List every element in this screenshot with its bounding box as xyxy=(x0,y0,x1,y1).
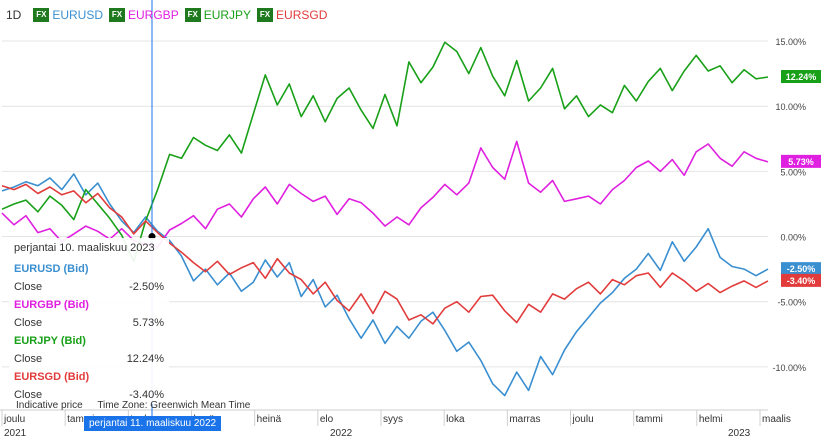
tooltip-date: perjantai 10. maaliskuu 2023 xyxy=(14,242,155,254)
x-tick-label: maalis xyxy=(762,414,791,425)
close-value: -3.40% xyxy=(129,389,164,401)
series-line-eurgbp xyxy=(1,140,769,248)
close-label: Close xyxy=(14,353,43,365)
fx-icon: FX xyxy=(109,8,126,22)
tooltip-row: Close -2.50% xyxy=(9,278,169,296)
legend-label: EURUSD xyxy=(52,8,104,22)
fx-icon: FX xyxy=(33,8,50,22)
tooltip-series: EURSGD (Bid) xyxy=(14,371,90,383)
series-lines xyxy=(1,41,769,397)
y-tick-label: 0.00% xyxy=(780,233,806,243)
x-tick-label: loka xyxy=(446,414,465,425)
y-tick-label: 10.00% xyxy=(775,102,806,112)
close-label: Close xyxy=(14,389,43,401)
close-label: Close xyxy=(14,317,43,329)
series-line-eurjpy xyxy=(1,41,769,263)
y-tick-label: 15.00% xyxy=(775,37,806,47)
fx-icon: FX xyxy=(257,8,274,22)
footnote: Indicative price Time Zone: Greenwich Me… xyxy=(16,400,262,411)
end-label-bg xyxy=(781,262,821,276)
x-tick-label: tammi xyxy=(67,414,94,425)
legend-item-eurusd[interactable]: FX EURUSD xyxy=(33,8,103,22)
close-value: -2.50% xyxy=(129,281,164,293)
tooltip-row: Close 12.24% xyxy=(9,350,169,368)
end-label-bg xyxy=(781,70,821,84)
x-tick-label: helmi xyxy=(699,414,723,425)
tooltip-series: EURUSD (Bid) xyxy=(14,263,89,275)
end-label-bg xyxy=(781,154,821,168)
legend-label: EURGBP xyxy=(128,8,179,22)
end-label-text: 5.73% xyxy=(788,157,814,167)
x-tick-label: joulu xyxy=(572,414,594,425)
x-tick-label: tammi xyxy=(636,414,663,425)
close-value: 5.73% xyxy=(132,317,164,329)
x-tick-label: marras xyxy=(509,414,540,425)
tooltip-series: EURGBP (Bid) xyxy=(14,299,89,311)
close-label: Close xyxy=(14,281,43,293)
y-axis: 15.00% 10.00% 5.00% 0.00% -5.00% -10.00% xyxy=(772,37,806,373)
close-value: 12.24% xyxy=(126,353,164,365)
x-tick-label: joulu xyxy=(3,414,25,425)
end-label-eurjpy: 12.24% xyxy=(781,70,821,84)
timezone-note: Time Zone: Greenwich Mean Time xyxy=(97,400,251,411)
tooltip-row: Close 5.73% xyxy=(9,314,169,332)
legend-label: EURSGD xyxy=(276,8,328,22)
end-label-text: -2.50% xyxy=(787,264,816,274)
end-label-text: -3.40% xyxy=(787,276,816,286)
year-label: 2023 xyxy=(728,428,751,439)
period-label[interactable]: 1D xyxy=(6,8,22,22)
end-labels: -2.50% 5.73% 12.24% -3.40% xyxy=(781,70,821,287)
end-label-eurusd: -2.50% xyxy=(781,262,821,276)
series-line-eursgd xyxy=(1,183,769,325)
end-label-eurgbp: 5.73% xyxy=(781,154,821,168)
fx-icon: FX xyxy=(184,8,201,22)
x-tick-label: heinä xyxy=(257,414,282,425)
x-axis: joulutammitoukokesäheinäelosyyslokamarra… xyxy=(0,409,791,439)
legend-label: EURJPY xyxy=(203,8,252,22)
y-tick-label: -10.00% xyxy=(772,363,806,373)
tooltip-row: Close -3.40% xyxy=(9,386,169,404)
x-tick-label: elo xyxy=(320,414,334,425)
x-tick-label: syys xyxy=(383,414,403,425)
legend-item-eurjpy[interactable]: FX EURJPY xyxy=(184,8,252,22)
year-label: 2022 xyxy=(330,428,353,439)
year-label: 2021 xyxy=(4,428,27,439)
indicative-price-note: Indicative price xyxy=(16,400,83,411)
end-label-bg xyxy=(781,273,821,287)
end-label-eursgd: -3.40% xyxy=(781,273,821,287)
tooltip: perjantai 10. maaliskuu 2023 EURUSD (Bid… xyxy=(9,238,169,404)
legend-item-eursgd[interactable]: FX EURSGD xyxy=(257,8,327,22)
tooltip-series: EURJPY (Bid) xyxy=(14,335,86,347)
end-label-text: 12.24% xyxy=(786,72,817,82)
crosshair-date-label: perjantai 11. maaliskuu 2022 xyxy=(84,416,222,431)
legend: 1D FX EURUSD FX EURGBP FX EURJPY FX EURS… xyxy=(0,6,333,24)
y-tick-label: -5.00% xyxy=(777,298,806,308)
legend-item-eurgbp[interactable]: FX EURGBP xyxy=(109,8,179,22)
y-tick-label: 5.00% xyxy=(780,167,806,177)
